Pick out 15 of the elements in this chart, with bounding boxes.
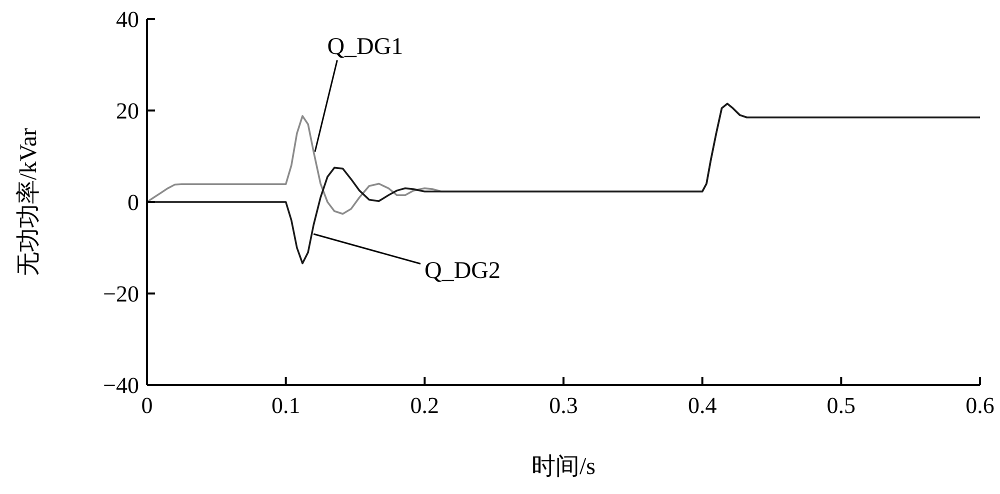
x-axis-title: 时间/s (531, 454, 596, 480)
y-tick-label: −40 (103, 373, 139, 398)
x-tick-label: 0.6 (966, 393, 994, 418)
annotation: Q_DG2 (424, 258, 500, 284)
x-tick-label: 0.4 (688, 393, 718, 418)
x-tick-label: 0.2 (410, 393, 440, 418)
y-tick-label: 20 (116, 98, 139, 124)
y-tick-label: 0 (128, 190, 139, 215)
x-tick-label: 0.5 (826, 393, 856, 418)
y-tick-label: −20 (103, 282, 139, 306)
x-tick-label: 0.3 (549, 393, 578, 418)
annotation: Q_DG1 (327, 34, 404, 60)
y-tick-label: 40 (116, 7, 139, 32)
y-axis-title: 无功功率/kVar (15, 128, 42, 276)
x-tick-label: 0.1 (271, 393, 300, 418)
